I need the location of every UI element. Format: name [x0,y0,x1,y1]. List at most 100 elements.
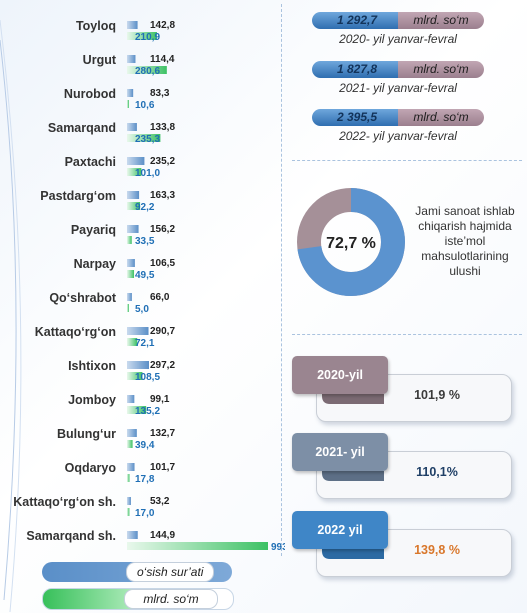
horizontal-divider [292,160,522,161]
growth-card-2021: 110,1% 2021- yil [292,433,517,503]
growth-value-label: 53,2 [150,496,170,507]
total-unit: mlrd. so‘m [398,12,484,29]
growth-bar [127,157,145,165]
district-label: Toyloq [76,19,116,33]
share-donut-chart: 72,7 % [297,188,405,296]
district-label: Jomboy [68,393,116,407]
growth-year-tab: 2022 yil [292,511,388,549]
ribbon-curl [322,471,384,481]
growth-value-label: 114,4 [150,54,175,65]
ribbon-curl [322,394,384,404]
amount-bar [127,304,129,312]
growth-card-2022: 139,8 % 2022 yil [292,511,517,581]
district-label: Samarqand sh. [26,529,116,543]
amount-bar [127,440,133,448]
legend-amount-label: mlrd. so‘m [124,589,218,609]
amount-bar [127,168,142,176]
growth-value-label: 297,2 [150,360,175,371]
total-unit: mlrd. so‘m [398,109,484,126]
total-2020: 1 292,7 mlrd. so‘m 2020- yil yanvar-fevr… [312,12,484,46]
district-label: Paxtachi [65,155,116,169]
amount-bar [127,338,138,346]
growth-bar [127,361,149,369]
growth-bar [127,191,140,199]
district-label: Narpay [74,257,116,271]
amount-value-label: 39,4 [135,440,155,451]
growth-value-label: 101,7 [150,462,175,473]
amount-value-label: 17,8 [135,474,155,485]
amount-value-label: 993,6 [271,542,285,553]
growth-value-label: 132,7 [150,428,175,439]
district-label: Kattaqo‘rg‘on [35,325,116,339]
amount-bar [127,508,130,516]
district-label: Ishtixon [68,359,116,373]
growth-bar [127,123,137,131]
total-2021: 1 827,8 mlrd. so‘m 2021- yil yanvar-fevr… [312,61,484,95]
district-label: Urgut [83,53,117,67]
amount-bar [127,270,135,278]
growth-bar [127,395,135,403]
growth-rate-value: 101,9 % [414,388,460,402]
growth-value-label: 156,2 [150,224,175,235]
amount-value-label: 72,1 [135,338,155,349]
vertical-divider [281,4,282,556]
amount-value-label: 17,0 [135,508,155,519]
amount-value-label: 10,6 [135,100,155,111]
total-value: 2 395,5 [312,109,402,126]
district-label: Kattaqo‘rg‘on sh. [13,495,116,509]
district-label: Samarqand [48,121,116,135]
growth-value-label: 163,3 [150,190,175,201]
growth-value-label: 142,8 [150,20,175,31]
growth-bar [127,531,138,539]
district-label: Qo‘shrabot [49,291,117,305]
district-label: Pastdarg‘om [40,189,116,203]
district-label: Nurobod [64,87,116,101]
horizontal-divider [292,334,522,335]
amount-value-label: 210,9 [135,32,160,43]
growth-rate-value: 110,1% [416,465,458,479]
amount-value-label: 92,2 [135,202,155,213]
growth-bar [127,89,134,97]
amount-value-label: 101,0 [135,168,160,179]
district-label: Bulung‘ur [57,427,116,441]
total-caption: 2021- yil yanvar-fevral [339,81,457,95]
total-2022: 2 395,5 mlrd. so‘m 2022- yil yanvar-fevr… [312,109,484,143]
legend-growth-label: o‘sish sur’ati [126,562,215,582]
growth-bar [127,429,137,437]
growth-rate-value: 139,8 % [414,543,460,557]
total-value: 1 292,7 [312,12,402,29]
amount-value-label: 108,5 [135,372,160,383]
amount-bar [127,236,132,244]
total-caption: 2020- yil yanvar-fevral [339,32,457,46]
growth-card-2020: 101,9 % 2020-yil [292,356,517,426]
amount-value-label: 280,6 [135,66,160,77]
growth-year-tab: 2020-yil [292,356,388,394]
growth-value-label: 99,1 [150,394,170,405]
amount-bar [127,372,143,380]
amount-bar [127,100,129,108]
growth-year-tab: 2021- yil [292,433,388,471]
total-pill: 1 827,8 mlrd. so‘m [312,61,484,78]
amount-value-label: 235,3 [135,134,160,145]
growth-bar [127,259,135,267]
district-label: Oqdaryo [65,461,117,475]
amount-bar [127,66,167,74]
share-caption: Jami sanoat ishlab chiqarish hajmida ist… [415,204,515,278]
total-value: 1 827,8 [312,61,402,78]
growth-bar [127,21,138,29]
amount-value-label: 5,0 [135,304,149,315]
amount-bar [127,474,130,482]
growth-value-label: 235,2 [150,156,175,167]
growth-bar [127,463,135,471]
total-pill: 2 395,5 mlrd. so‘m [312,109,484,126]
amount-bar [127,134,161,142]
growth-bar [127,327,149,335]
amount-value-label: 49,5 [135,270,155,281]
donut-percent-label: 72,7 % [326,235,376,252]
growth-bar [127,497,131,505]
growth-value-label: 144,9 [150,530,175,541]
growth-value-label: 83,3 [150,88,170,99]
growth-value-label: 290,7 [150,326,175,337]
district-label: Payariq [71,223,116,237]
